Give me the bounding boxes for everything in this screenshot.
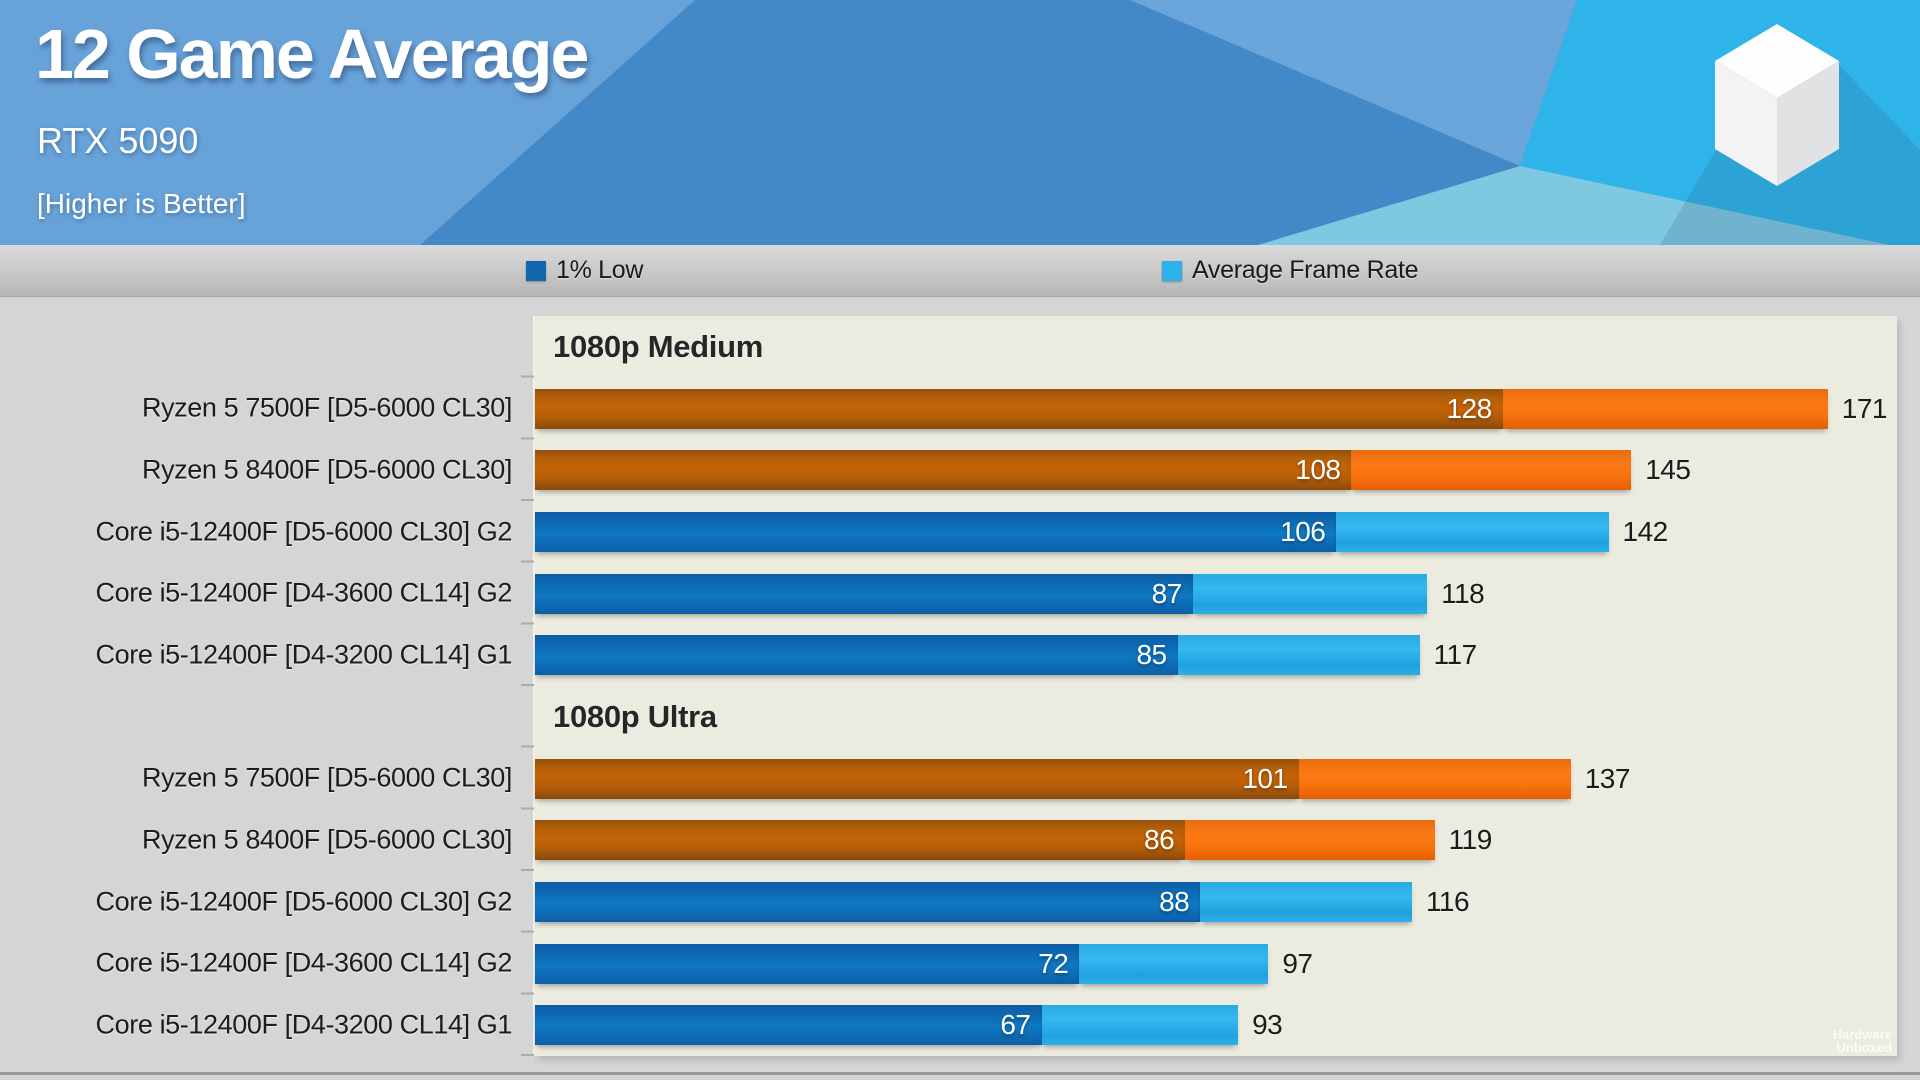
- bar-low-segment: 72: [535, 943, 1080, 984]
- bar-low-segment: 85: [535, 635, 1178, 676]
- bar-avg-segment: [1192, 573, 1428, 614]
- legend-item-1-percent-low: 1% Low: [526, 245, 643, 296]
- avg-fps-value: 116: [1425, 885, 1470, 917]
- bar-low-segment: 86: [535, 820, 1186, 861]
- benchmark-row: Ryzen 5 8400F [D5-6000 CL30] 108 145: [0, 439, 1920, 501]
- avg-fps-value: 145: [1645, 454, 1691, 486]
- cpu-label: Ryzen 5 7500F [D5-6000 CL30]: [141, 762, 512, 793]
- low-fps-value: 87: [1151, 577, 1183, 609]
- result-bar: 108 145: [535, 450, 1691, 491]
- bar-avg-segment: [1079, 943, 1269, 984]
- low-fps-value: 72: [1038, 947, 1069, 979]
- avg-fps-value: 93: [1252, 1009, 1283, 1041]
- axis-ticks: [521, 316, 534, 1056]
- low-fps-value: 88: [1159, 885, 1190, 917]
- legend-swatch-avg-icon: [1162, 260, 1182, 281]
- benchmark-row: Core i5-12400F [D4-3600 CL14] G2 87 118: [0, 563, 1920, 625]
- page-subtitle: RTX 5090: [37, 120, 199, 161]
- watermark: Hardware Unboxed: [1796, 1028, 1892, 1054]
- low-fps-value: 85: [1136, 639, 1167, 671]
- benchmark-row: Core i5-12400F [D4-3200 CL14] G1 67 93: [0, 994, 1920, 1056]
- bar-avg-segment: [1200, 881, 1412, 922]
- avg-fps-value: 117: [1433, 639, 1478, 671]
- low-fps-value: 128: [1446, 392, 1492, 424]
- legend-bar: 1% Low Average Frame Rate: [0, 245, 1920, 297]
- legend-label: Average Frame Rate: [1192, 256, 1419, 284]
- hardware-unboxed-cube-icon: [1715, 24, 1839, 186]
- bar-avg-segment: [1336, 511, 1609, 552]
- result-bar: 87 118: [535, 573, 1485, 614]
- bar-low-segment: 108: [535, 450, 1352, 491]
- cpu-label: Ryzen 5 8400F [D5-6000 CL30]: [141, 824, 512, 855]
- avg-fps-value: 142: [1622, 515, 1669, 547]
- benchmark-row: Ryzen 5 7500F [D5-6000 CL30] 101 137: [0, 748, 1920, 810]
- low-fps-value: 86: [1144, 824, 1175, 856]
- chart-rows: 1080p Medium Ryzen 5 7500F [D5-6000 CL30]…: [0, 316, 1920, 1056]
- bar-avg-segment: [1041, 1005, 1239, 1046]
- legend-label: 1% Low: [556, 256, 644, 284]
- section-header-row: 1080p Ultra: [0, 686, 1920, 748]
- legend-swatch-low-icon: [526, 260, 546, 281]
- cpu-label: Core i5-12400F [D4-3200 CL14] G1: [95, 639, 513, 670]
- avg-fps-value: 97: [1282, 947, 1313, 979]
- bar-avg-segment: [1185, 820, 1435, 861]
- bar-low-segment: 101: [535, 758, 1299, 799]
- avg-fps-value: 118: [1441, 577, 1485, 609]
- cpu-label: Core i5-12400F [D5-6000 CL30] G2: [95, 886, 513, 917]
- result-bar: 85 117: [535, 635, 1478, 676]
- section-header-row: 1080p Medium: [0, 316, 1920, 378]
- bar-low-segment: 87: [535, 573, 1193, 614]
- cpu-label: Core i5-12400F [D5-6000 CL30] G2: [95, 516, 513, 547]
- bar-low-segment: 67: [535, 1005, 1042, 1046]
- benchmark-row: Ryzen 5 8400F [D5-6000 CL30] 86 119: [0, 809, 1920, 871]
- bar-avg-segment: [1502, 388, 1828, 429]
- header-banner: 12 Game Average RTX 5090 [Higher is Bett…: [0, 0, 1920, 245]
- result-bar: 67 93: [535, 1005, 1283, 1046]
- bar-low-segment: 88: [535, 881, 1201, 922]
- benchmark-row: Core i5-12400F [D4-3600 CL14] G2 72 97: [0, 933, 1920, 995]
- footer-divider: [0, 1072, 1920, 1075]
- result-bar: 86 119: [535, 820, 1493, 861]
- low-fps-value: 106: [1280, 515, 1326, 547]
- bar-avg-segment: [1351, 450, 1632, 491]
- higher-is-better-note: [Higher is Better]: [37, 188, 246, 219]
- benchmark-row: Core i5-12400F [D4-3200 CL14] G1 85 117: [0, 624, 1920, 686]
- avg-fps-value: 171: [1841, 392, 1888, 424]
- plot-panel: [533, 316, 1897, 1056]
- legend-item-average-frame-rate: Average Frame Rate: [1162, 245, 1419, 296]
- bar-avg-segment: [1298, 758, 1571, 799]
- low-fps-value: 67: [1000, 1009, 1031, 1041]
- watermark-line1: Hardware: [1832, 1027, 1892, 1042]
- section-title: 1080p Medium: [553, 328, 764, 364]
- benchmark-row: Ryzen 5 7500F [D5-6000 CL30] 128 171: [0, 378, 1920, 440]
- page-title: 12 Game Average: [35, 15, 589, 93]
- benchmark-row: Core i5-12400F [D5-6000 CL30] G2 88 116: [0, 871, 1920, 933]
- result-bar: 101 137: [535, 758, 1631, 799]
- cpu-label: Ryzen 5 8400F [D5-6000 CL30]: [141, 454, 512, 485]
- result-bar: 128 171: [535, 388, 1888, 429]
- low-fps-value: 101: [1242, 762, 1288, 794]
- bar-low-segment: 128: [535, 388, 1503, 429]
- bar-avg-segment: [1177, 635, 1420, 676]
- cpu-label: Core i5-12400F [D4-3600 CL14] G2: [95, 577, 513, 608]
- cpu-label: Core i5-12400F [D4-3600 CL14] G2: [95, 947, 513, 978]
- result-bar: 72 97: [535, 943, 1313, 984]
- bar-low-segment: 106: [535, 511, 1337, 552]
- watermark-line2: Unboxed: [1836, 1040, 1892, 1055]
- avg-fps-value: 119: [1448, 824, 1493, 856]
- cpu-label: Core i5-12400F [D4-3200 CL14] G1: [95, 1009, 513, 1040]
- benchmark-row: Core i5-12400F [D5-6000 CL30] G2 106 142: [0, 501, 1920, 563]
- result-bar: 106 142: [535, 511, 1669, 552]
- avg-fps-value: 137: [1584, 762, 1631, 794]
- low-fps-value: 108: [1295, 454, 1341, 486]
- section-title: 1080p Ultra: [553, 698, 717, 734]
- result-bar: 88 116: [535, 881, 1470, 922]
- cpu-label: Ryzen 5 7500F [D5-6000 CL30]: [141, 392, 512, 423]
